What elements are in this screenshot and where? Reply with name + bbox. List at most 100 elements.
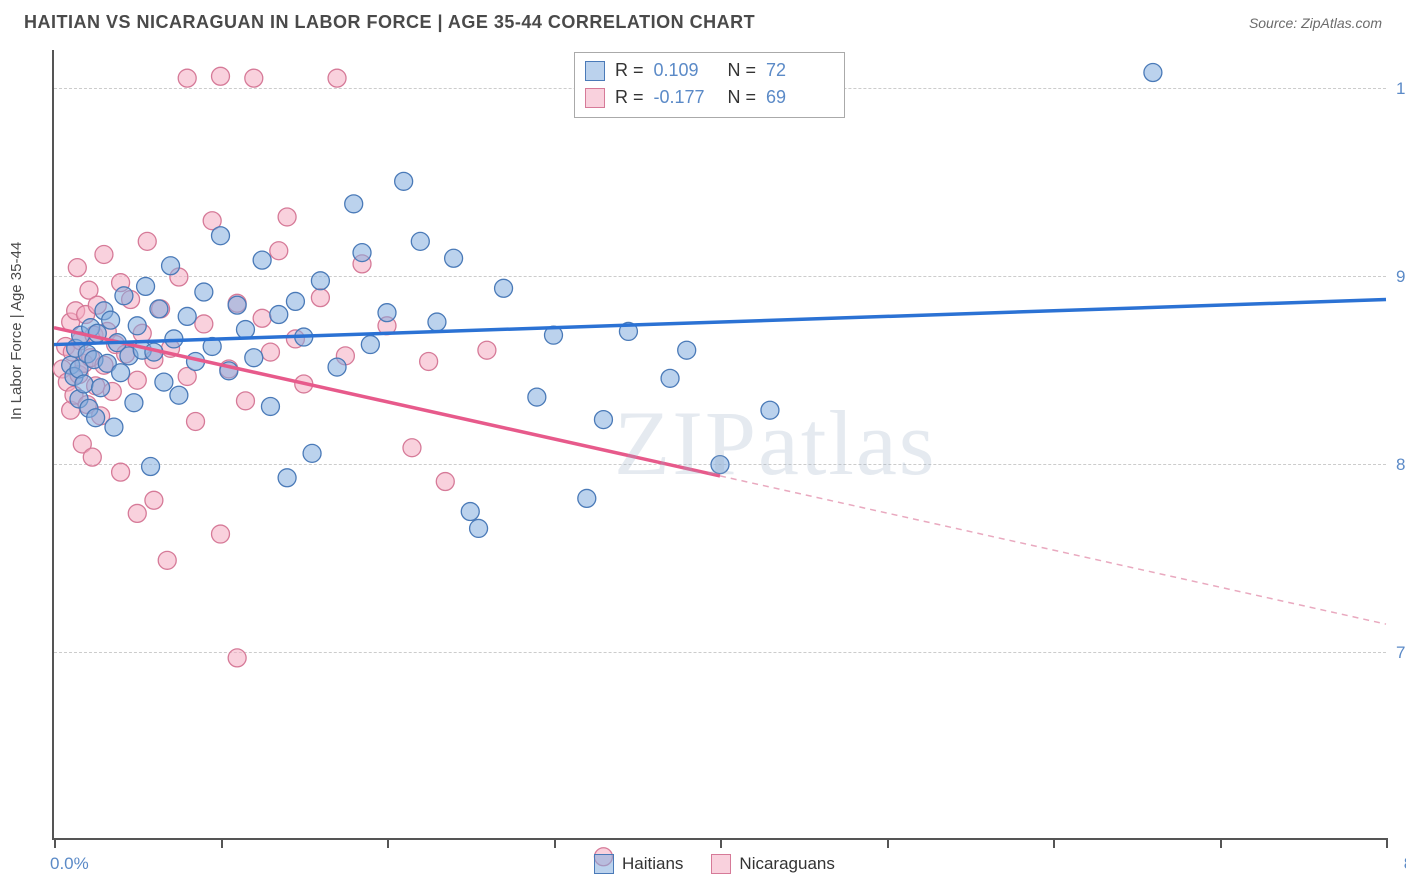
data-point [162, 257, 180, 275]
data-point [478, 341, 496, 359]
data-point [361, 336, 379, 354]
data-point [761, 401, 779, 419]
data-point [187, 413, 205, 431]
data-point [236, 392, 254, 410]
data-point [112, 463, 130, 481]
data-point [411, 232, 429, 250]
data-point [145, 491, 163, 509]
data-point [261, 343, 279, 361]
xtick [887, 838, 889, 848]
data-point [353, 244, 371, 262]
data-point [170, 386, 188, 404]
stat-r-label: R = [615, 57, 644, 84]
data-point [212, 67, 230, 85]
series-nicaraguans-points [53, 67, 612, 865]
data-point [278, 208, 296, 226]
data-point [128, 371, 146, 389]
data-point [125, 394, 143, 412]
data-point [1144, 64, 1162, 82]
data-point [236, 321, 254, 339]
data-point [158, 551, 176, 569]
stat-r-label: R = [615, 84, 644, 111]
legend-label-haitians: Haitians [622, 854, 683, 874]
xtick [387, 838, 389, 848]
data-point [150, 300, 168, 318]
data-point [92, 379, 110, 397]
data-point [445, 249, 463, 267]
data-point [102, 311, 120, 329]
ytick-label-70: 70.0% [1396, 643, 1406, 663]
scatter-svg [54, 50, 1386, 838]
ytick-label-100: 100.0% [1396, 79, 1406, 99]
data-point [253, 251, 271, 269]
data-point [661, 369, 679, 387]
data-point [395, 172, 413, 190]
data-point [470, 519, 488, 537]
data-point [212, 525, 230, 543]
xtick-label-min: 0.0% [50, 854, 89, 874]
data-point [328, 358, 346, 376]
stat-n-nicaraguans: 69 [766, 84, 830, 111]
data-point [138, 232, 156, 250]
legend-label-nicaraguans: Nicaraguans [739, 854, 834, 874]
data-point [178, 69, 196, 87]
data-point [528, 388, 546, 406]
trend-line-nicaraguans-extrapolated [720, 476, 1386, 624]
data-point [678, 341, 696, 359]
data-point [436, 473, 454, 491]
data-point [253, 309, 271, 327]
stat-n-label: N = [728, 84, 757, 111]
data-point [83, 448, 101, 466]
data-point [228, 296, 246, 314]
data-point [461, 503, 479, 521]
swatch-blue-icon [585, 61, 605, 81]
data-point [270, 242, 288, 260]
data-point [178, 307, 196, 325]
ytick-label-90: 90.0% [1396, 267, 1406, 287]
xtick [554, 838, 556, 848]
data-point [578, 489, 596, 507]
data-point [128, 317, 146, 335]
data-point [311, 272, 329, 290]
data-point [594, 411, 612, 429]
data-point [311, 289, 329, 307]
data-point [115, 287, 133, 305]
data-point [128, 504, 146, 522]
data-point [75, 375, 93, 393]
legend-item-haitians: Haitians [594, 854, 683, 874]
data-point [155, 373, 173, 391]
data-point [345, 195, 363, 213]
data-point [87, 409, 105, 427]
data-point [95, 246, 113, 264]
xtick [720, 838, 722, 848]
stats-row-nicaraguans: R = -0.177 N = 69 [585, 84, 830, 111]
stat-n-label: N = [728, 57, 757, 84]
data-point [270, 306, 288, 324]
data-point [261, 397, 279, 415]
ytick-label-80: 80.0% [1396, 455, 1406, 475]
swatch-pink-icon [711, 854, 731, 874]
chart-plot-area: 100.0% 90.0% 80.0% 70.0% 0.0% 80.0% ZIPa… [52, 50, 1386, 840]
data-point [195, 315, 213, 333]
data-point [286, 292, 304, 310]
y-axis-title: In Labor Force | Age 35-44 [8, 242, 25, 420]
chart-source: Source: ZipAtlas.com [1249, 15, 1382, 31]
xtick [1386, 838, 1388, 848]
data-point [142, 458, 160, 476]
data-point [137, 277, 155, 295]
data-point [68, 259, 86, 277]
series-haitians-points [62, 64, 1162, 538]
data-point [403, 439, 421, 457]
stats-row-haitians: R = 0.109 N = 72 [585, 57, 830, 84]
data-point [428, 313, 446, 331]
data-point [112, 364, 130, 382]
swatch-pink-icon [585, 88, 605, 108]
swatch-blue-icon [594, 854, 614, 874]
data-point [328, 69, 346, 87]
correlation-stats-box: R = 0.109 N = 72 R = -0.177 N = 69 [574, 52, 845, 118]
trend-line-nicaraguans [54, 328, 720, 476]
legend-bottom: Haitians Nicaraguans [594, 854, 835, 874]
xtick [1053, 838, 1055, 848]
data-point [105, 418, 123, 436]
data-point [195, 283, 213, 301]
